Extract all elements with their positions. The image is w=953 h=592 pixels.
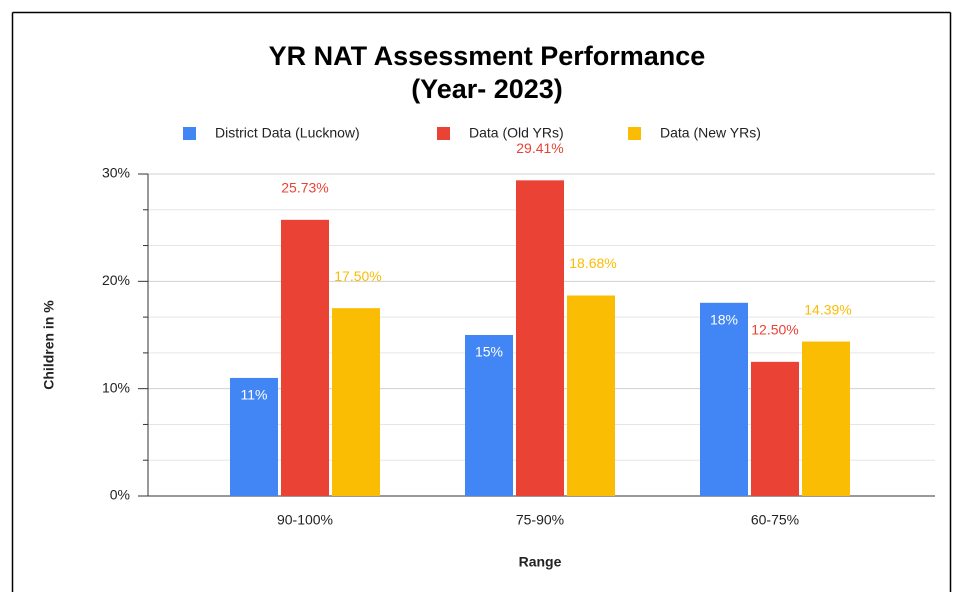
legend-label: Data (Old YRs) (469, 125, 564, 141)
bar (751, 361, 799, 496)
legend-label: District Data (Lucknow) (215, 125, 360, 141)
y-tick-label: 0% (110, 487, 130, 503)
bar (700, 302, 748, 496)
bar (465, 335, 513, 496)
bar (332, 308, 380, 496)
legend-swatch (183, 127, 196, 140)
y-axis-title: Children in % (41, 300, 57, 390)
y-tick-label: 10% (102, 379, 130, 395)
bar (230, 377, 278, 496)
x-tick-label: 90-100% (277, 512, 333, 528)
x-tick-label: 75-90% (516, 512, 564, 528)
x-tick-label: 60-75% (751, 512, 799, 528)
chart-title: YR NAT Assessment Performance (269, 41, 706, 71)
bar (802, 341, 850, 496)
chart-subtitle: (Year- 2023) (411, 74, 563, 104)
legend-swatch (628, 127, 641, 140)
y-tick-label: 30% (102, 165, 130, 181)
data-label: 14.39% (804, 301, 851, 317)
data-label: 29.41% (516, 140, 563, 156)
data-label: 18.68% (569, 255, 616, 271)
data-label: 12.50% (751, 322, 798, 338)
data-label: 18% (710, 312, 738, 328)
data-label: 17.50% (334, 268, 381, 284)
data-label: 11% (241, 387, 268, 403)
bar (281, 219, 329, 496)
data-label: 25.73% (281, 180, 328, 196)
legend-swatch (437, 127, 450, 140)
x-axis-title: Range (519, 554, 562, 570)
bar (567, 295, 615, 496)
data-label: 15% (475, 344, 503, 360)
bar (516, 180, 564, 496)
legend-label: Data (New YRs) (660, 125, 761, 141)
y-tick-label: 20% (102, 272, 130, 288)
